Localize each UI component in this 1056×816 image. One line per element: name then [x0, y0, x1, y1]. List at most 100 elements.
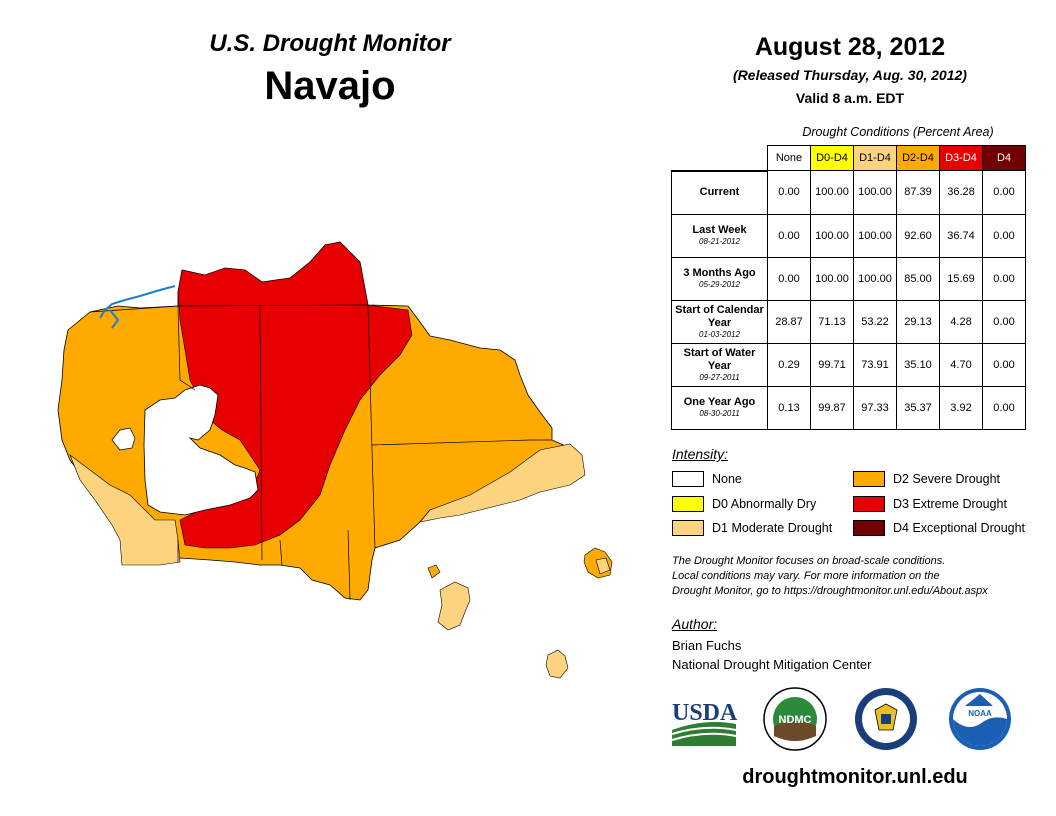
valid-time: Valid 8 a.m. EDT — [795, 90, 905, 106]
table-cell: 87.39 — [896, 170, 940, 215]
legend-swatch — [672, 520, 704, 536]
table-cell: 53.22 — [853, 299, 897, 344]
author-org: National Drought Mitigation Center — [672, 657, 872, 672]
table-cell: 71.13 — [810, 299, 854, 344]
table-cell: 97.33 — [853, 385, 897, 430]
row-label: Last Week 08-21-2012 — [671, 213, 768, 258]
table-cell: 36.74 — [939, 213, 983, 258]
table-cell: 0.00 — [982, 256, 1026, 301]
region-none-small — [111, 427, 136, 451]
drought-conditions-table: None D0-D4 D1-D4 D2-D4 D3-D4 D4 Current … — [671, 145, 1026, 430]
table-cell: 35.10 — [896, 342, 940, 387]
region-d1-outlier-a — [437, 581, 471, 631]
noaa-logo: NOAA — [949, 688, 1011, 750]
legend-swatch — [672, 471, 704, 487]
region-none — [143, 384, 259, 516]
table-cell: 99.71 — [810, 342, 854, 387]
col-header: D0-D4 — [810, 145, 854, 171]
table-row: Current 0.00 100.00 100.00 87.39 36.28 0… — [671, 170, 1026, 215]
row-label: One Year Ago 08-30-2011 — [671, 385, 768, 430]
table-header-row: None D0-D4 D1-D4 D2-D4 D3-D4 D4 — [671, 145, 1026, 172]
table-cell: 0.13 — [767, 385, 811, 430]
table-cell: 85.00 — [896, 256, 940, 301]
table-cell: 3.92 — [939, 385, 983, 430]
table-row: Start of Water Year 09-27-2011 0.29 99.71… — [671, 342, 1026, 387]
release-date: (Released Thursday, Aug. 30, 2012) — [733, 67, 967, 83]
table-cell: 0.00 — [767, 170, 811, 215]
monitor-title: U.S. Drought Monitor — [209, 30, 451, 57]
region-name: Navajo — [264, 64, 396, 108]
legend-swatch — [672, 496, 704, 512]
table-cell: 100.00 — [853, 256, 897, 301]
region-d1-southeast — [419, 443, 586, 523]
legend-title: Intensity: — [672, 446, 729, 462]
row-label: Start of Calendar Year 01-03-2012 — [671, 299, 768, 344]
ndmc-logo: NDMC — [763, 687, 827, 751]
region-d1-outlier-b — [545, 649, 569, 679]
col-header: None — [767, 145, 811, 171]
row-label: Current — [671, 170, 768, 215]
commerce-seal-logo — [855, 688, 917, 750]
usda-logo: USDA — [671, 700, 738, 746]
table-row: 3 Months Ago 05-29-2012 0.00 100.00 100.0… — [671, 256, 1026, 301]
legend-item-d2: D2 Severe Drought — [853, 471, 1000, 487]
table-cell: 92.60 — [896, 213, 940, 258]
table-cell: 0.00 — [767, 256, 811, 301]
legend-item-d4: D4 Exceptional Drought — [853, 520, 1025, 536]
row-date: 01-03-2012 — [699, 329, 740, 339]
table-row: One Year Ago 08-30-2011 0.13 99.87 97.33 … — [671, 385, 1026, 430]
region-d1-southwest — [69, 454, 181, 566]
legend-item-none: None — [672, 471, 742, 487]
usda-logo-text: USDA — [672, 700, 738, 726]
river — [99, 285, 176, 329]
drought-map — [57, 241, 613, 679]
table-cell: 4.28 — [939, 299, 983, 344]
table-cell: 0.00 — [767, 213, 811, 258]
table-cell: 100.00 — [853, 213, 897, 258]
county-boundaries — [89, 304, 552, 601]
table-cell: 0.00 — [982, 342, 1026, 387]
region-d3-extreme — [177, 241, 413, 549]
author-label: Author: — [672, 616, 718, 632]
ndmc-logo-text: NDMC — [779, 714, 812, 726]
row-date: 08-30-2011 — [699, 409, 740, 418]
table-cell: 0.00 — [982, 213, 1026, 258]
legend-swatch — [853, 520, 885, 536]
row-date: 08-21-2012 — [699, 237, 740, 246]
legend-item-d3: D3 Extreme Drought — [853, 496, 1007, 512]
table-cell: 0.00 — [982, 385, 1026, 430]
table-cell: 35.37 — [896, 385, 940, 430]
table-cell: 29.13 — [896, 299, 940, 344]
row-date: 05-29-2012 — [699, 280, 740, 289]
col-header: D4 — [982, 145, 1026, 171]
region-d1-outlier-c — [595, 557, 611, 575]
legend-swatch — [853, 496, 885, 512]
table-cell: 4.70 — [939, 342, 983, 387]
footer-url[interactable]: droughtmonitor.unl.edu — [742, 766, 968, 788]
table-cell: 99.87 — [810, 385, 854, 430]
table-cell: 73.91 — [853, 342, 897, 387]
table-cell: 0.00 — [982, 170, 1026, 215]
row-date: 09-27-2011 — [699, 372, 740, 382]
disclaimer-note: The Drought Monitor focuses on broad-sca… — [672, 555, 988, 597]
table-cell: 15.69 — [939, 256, 983, 301]
table-cell: 100.00 — [853, 170, 897, 215]
row-label: 3 Months Ago 05-29-2012 — [671, 256, 768, 301]
col-header: D3-D4 — [939, 145, 983, 171]
legend-swatch — [853, 471, 885, 487]
table-cell: 0.00 — [982, 299, 1026, 344]
table-cell: 36.28 — [939, 170, 983, 215]
region-d2-speck — [427, 564, 441, 579]
author-name: Brian Fuchs — [672, 638, 742, 653]
table-caption: Drought Conditions (Percent Area) — [802, 125, 994, 139]
table-cell: 100.00 — [810, 170, 854, 215]
table-cell: 100.00 — [810, 213, 854, 258]
col-header: D2-D4 — [896, 145, 940, 171]
noaa-logo-text: NOAA — [968, 709, 992, 718]
table-cell: 28.87 — [767, 299, 811, 344]
map-date: August 28, 2012 — [754, 33, 946, 61]
legend-item-d1: D1 Moderate Drought — [672, 520, 832, 536]
table-row: Start of Calendar Year 01-03-2012 28.87 7… — [671, 299, 1026, 344]
table-row: Last Week 08-21-2012 0.00 100.00 100.00 9… — [671, 213, 1026, 258]
col-header: D1-D4 — [853, 145, 897, 171]
